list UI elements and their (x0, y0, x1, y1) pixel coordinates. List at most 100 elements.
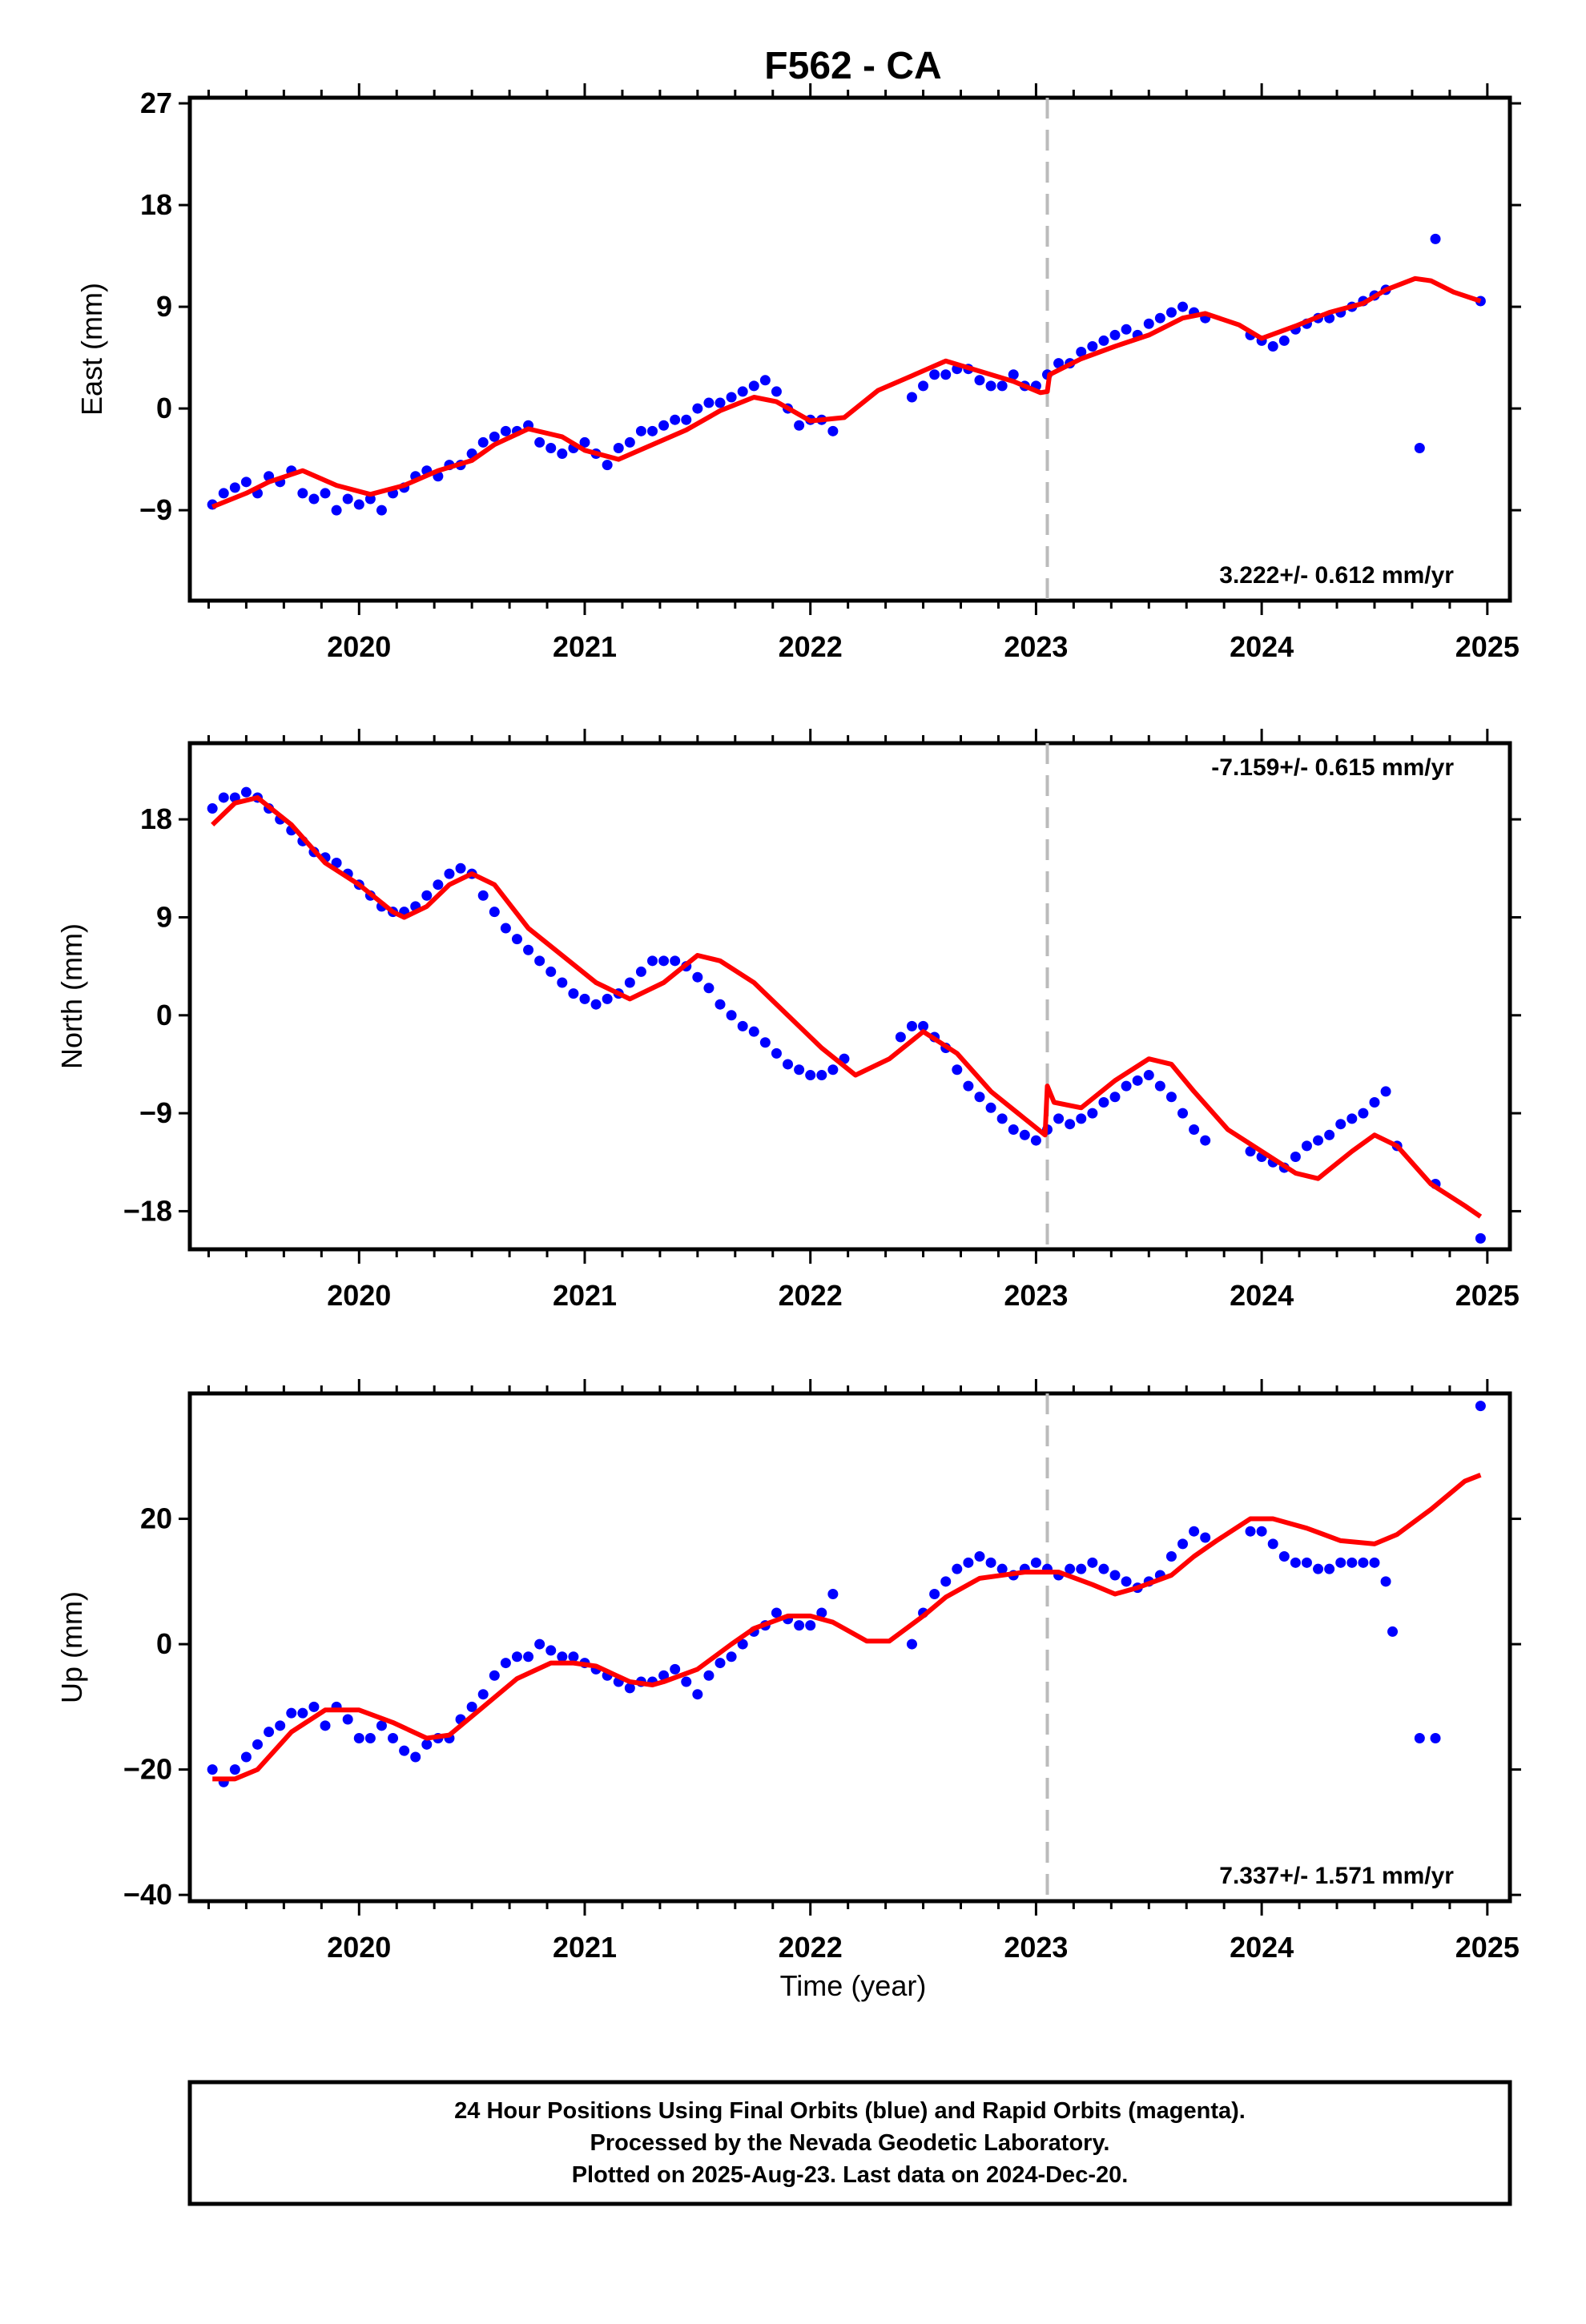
y-tick-label: −9 (139, 493, 172, 526)
y-tick-label: 18 (140, 802, 172, 835)
data-point (455, 862, 466, 874)
x-tick-label: 2022 (779, 1279, 843, 1312)
data-point (207, 803, 218, 814)
data-point (715, 397, 726, 408)
x-tick-label: 2020 (327, 630, 391, 663)
east-panel: 2020 2021 2022 2023 2024 2025 −9 0 9 18 27 East (mm… (75, 83, 1521, 663)
data-point (906, 1020, 917, 1031)
data-point (1030, 1135, 1041, 1146)
data-point (421, 890, 433, 901)
data-point (1087, 1557, 1098, 1568)
data-point (985, 1102, 996, 1113)
data-point (647, 955, 658, 967)
x-tick-label: 2020 (327, 1279, 391, 1312)
data-point (670, 955, 681, 967)
data-point (511, 934, 522, 945)
data-point (534, 1638, 545, 1650)
data-point (1189, 1124, 1200, 1135)
data-point (1189, 1526, 1200, 1537)
data-point (1358, 1557, 1369, 1568)
data-point (399, 1745, 410, 1756)
data-point (602, 460, 613, 471)
data-point (670, 1663, 681, 1675)
x-tick-label: 2020 (327, 1931, 391, 1964)
data-point (545, 1645, 557, 1656)
data-point (364, 1732, 376, 1743)
data-point (929, 1588, 940, 1599)
data-point (1132, 1075, 1143, 1086)
data-point (1165, 1092, 1177, 1103)
data-point (726, 1010, 737, 1021)
plot-frame (187, 1391, 1512, 1904)
y-axis-label: North (mm) (55, 923, 88, 1069)
data-point (929, 369, 940, 380)
velocity-annotation: 3.222+/- 0.612 mm/yr (1219, 562, 1454, 589)
y-axis-label: East (mm) (75, 283, 108, 416)
data-point (1087, 340, 1098, 352)
data-point (985, 380, 996, 392)
data-point (376, 1720, 387, 1731)
y-axis-label: Up (mm) (55, 1591, 88, 1703)
data-point (681, 1676, 692, 1687)
data-point (906, 392, 917, 403)
data-point (985, 1557, 996, 1568)
y-tick-label: −20 (123, 1753, 172, 1786)
data-point (376, 505, 387, 516)
data-point (568, 1651, 579, 1663)
data-point (218, 488, 229, 499)
data-point (297, 1707, 308, 1719)
data-point (545, 442, 557, 453)
x-tick-label: 2021 (553, 1279, 617, 1312)
data-point (624, 977, 635, 988)
data-point (996, 380, 1008, 392)
data-point (579, 436, 590, 448)
data-point (996, 1113, 1008, 1124)
y-tick-label: 0 (156, 999, 172, 1031)
data-point (240, 476, 252, 488)
data-point (602, 993, 613, 1004)
data-point (1076, 347, 1087, 358)
data-point (1430, 1732, 1441, 1743)
data-point (421, 1739, 433, 1750)
data-point (715, 1658, 726, 1669)
data-point (218, 792, 229, 803)
data-point (1369, 1097, 1380, 1108)
data-point (579, 993, 590, 1004)
data-point (353, 1732, 364, 1743)
plot-frame (187, 95, 1512, 603)
data-point (320, 1720, 331, 1731)
data-point (275, 1720, 286, 1731)
data-point (1065, 1119, 1076, 1130)
data-point (1200, 1532, 1211, 1543)
data-point (308, 493, 320, 505)
data-point (1008, 369, 1019, 380)
x-tick-label: 2023 (1004, 630, 1068, 663)
data-point (635, 966, 646, 977)
data-point (1278, 335, 1290, 346)
data-point (1177, 1538, 1189, 1550)
velocity-annotation: -7.159+/- 0.615 mm/yr (1211, 754, 1454, 781)
data-point (974, 1551, 985, 1562)
x-tick-label: 2025 (1455, 1279, 1520, 1312)
x-tick-label: 2022 (779, 1931, 843, 1964)
y-tick-label: 9 (156, 900, 172, 933)
data-point (940, 1576, 952, 1587)
data-point (1109, 1570, 1121, 1581)
y-tick-label: −40 (123, 1878, 172, 1911)
data-point (1200, 1135, 1211, 1146)
data-point (635, 425, 646, 436)
data-point (1387, 1626, 1399, 1637)
data-point (1346, 1113, 1358, 1124)
data-point (726, 392, 737, 403)
data-point (1414, 442, 1425, 453)
data-point (1121, 1576, 1132, 1587)
data-point (308, 1701, 320, 1712)
data-point (252, 1739, 264, 1750)
data-point (1278, 1551, 1290, 1562)
y-tick-label: 9 (156, 290, 172, 323)
data-point (895, 1031, 906, 1043)
data-point (783, 1059, 794, 1070)
data-point (1177, 301, 1189, 312)
data-point (388, 1732, 399, 1743)
data-point (342, 1714, 353, 1725)
